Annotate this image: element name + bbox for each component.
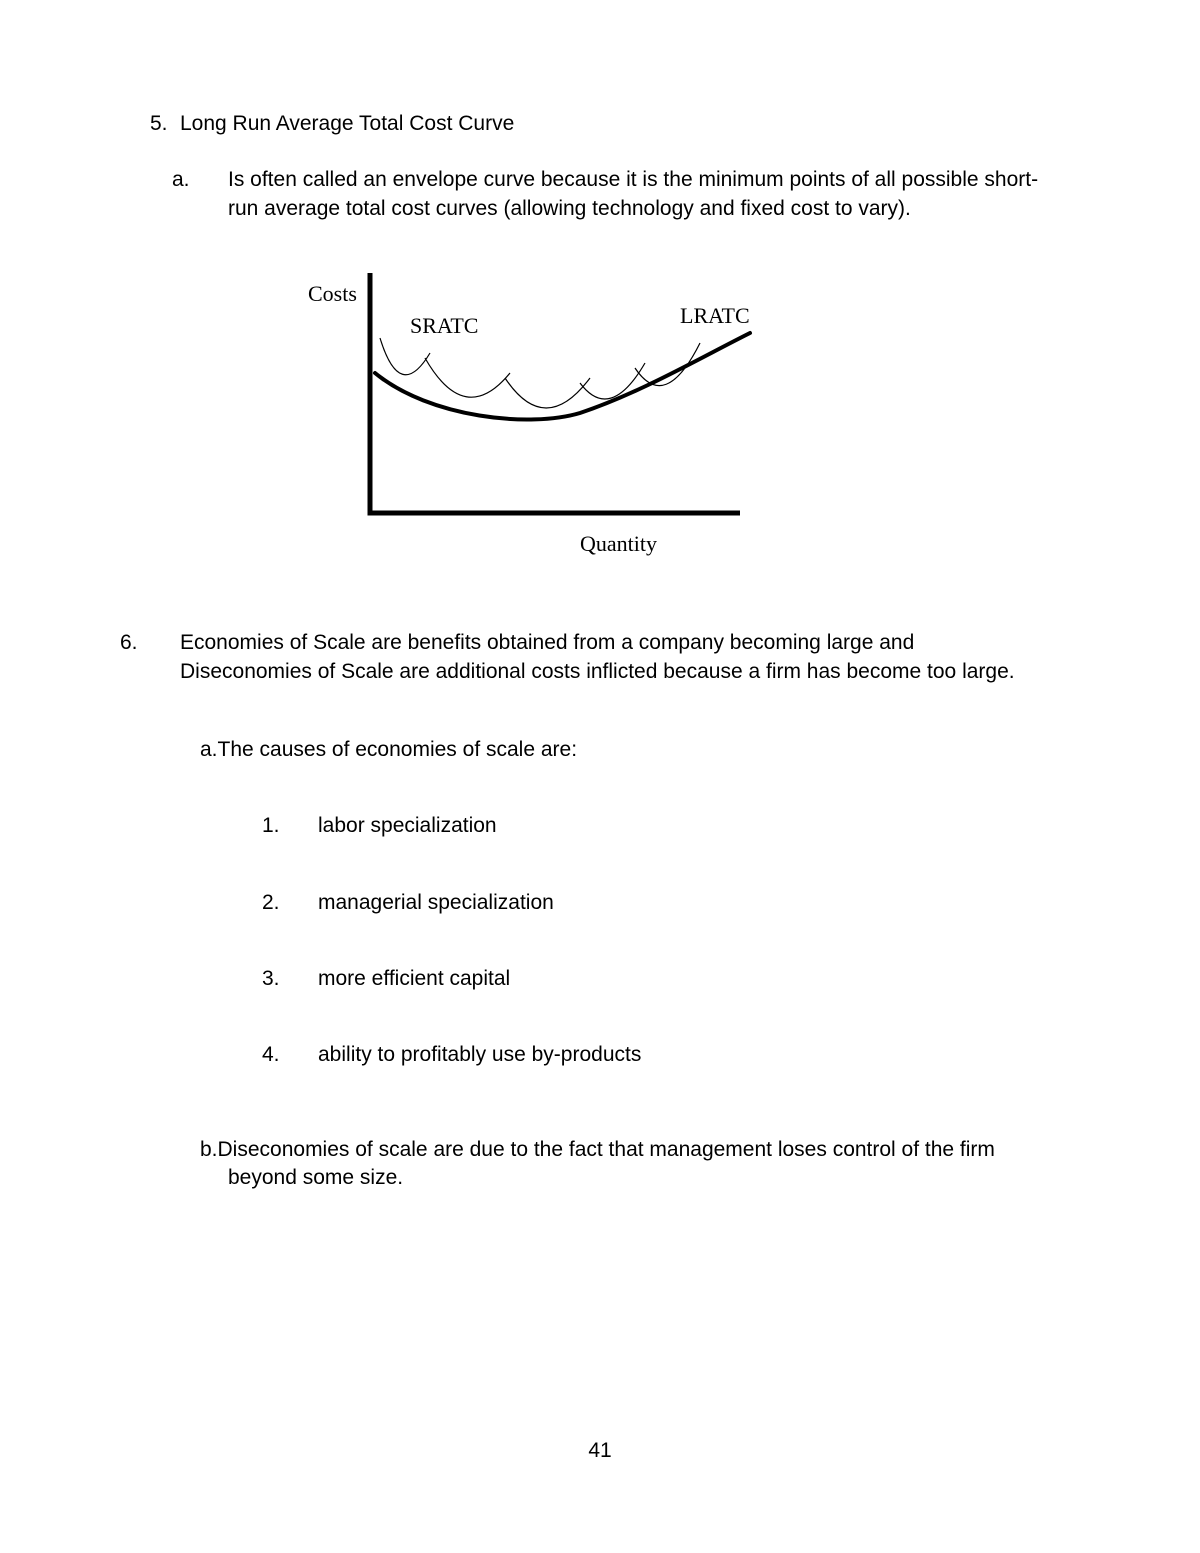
lratc-chart-svg: Costs SRATC LRATC Quantity — [280, 263, 800, 563]
item-6b-text: Diseconomies of scale are due to the fac… — [218, 1138, 995, 1189]
item-6a-text: The causes of economies of scale are: — [218, 738, 578, 761]
item-6b-label: b. — [200, 1138, 218, 1161]
item-6a-point-text: labor specialization — [318, 814, 497, 837]
item-6a-label: a. — [200, 738, 218, 761]
item-6a-point-number: 1. — [290, 812, 318, 840]
item-6a-point: 3.more efficient capital — [150, 965, 1050, 993]
svg-text:Quantity: Quantity — [580, 531, 657, 556]
item-6a-point-number: 4. — [290, 1041, 318, 1069]
item-6a-point-text: more efficient capital — [318, 967, 510, 990]
item-5-title-row: 5.Long Run Average Total Cost Curve — [150, 110, 1050, 138]
item-6a-point-number: 2. — [290, 889, 318, 917]
item-5-sub-a: a.Is often called an envelope curve beca… — [150, 166, 1050, 223]
svg-text:LRATC: LRATC — [680, 303, 750, 328]
item-6a-point: 2.managerial specialization — [150, 889, 1050, 917]
item-5-title: Long Run Average Total Cost Curve — [180, 112, 514, 135]
page-number: 41 — [0, 1439, 1200, 1463]
item-6-sub-b: b.Diseconomies of scale are due to the f… — [150, 1136, 1050, 1193]
svg-text:SRATC: SRATC — [410, 313, 478, 338]
item-6a-point-text: managerial specialization — [318, 891, 554, 914]
list-item-5: 5.Long Run Average Total Cost Curve a.Is… — [150, 110, 1050, 571]
lratc-chart: Costs SRATC LRATC Quantity — [280, 263, 1050, 571]
item-6a-point: 1.labor specialization — [150, 812, 1050, 840]
item-6a-point-number: 3. — [290, 965, 318, 993]
item-6a-point: 4.ability to profitably use by-products — [150, 1041, 1050, 1069]
item-5-number: 5. — [150, 110, 180, 138]
svg-text:Costs: Costs — [308, 281, 357, 306]
item-6-number: 6. — [150, 629, 180, 657]
item-6-sub-a: a.The causes of economies of scale are: — [150, 736, 1050, 764]
item-6a-numbered-list: 1.labor specialization 2.managerial speci… — [150, 812, 1050, 1069]
page: 5.Long Run Average Total Cost Curve a.Is… — [0, 0, 1200, 1553]
item-5a-label: a. — [200, 166, 228, 194]
list-item-6: 6.Economies of Scale are benefits obtain… — [150, 629, 1050, 1192]
item-6a-point-text: ability to profitably use by-products — [318, 1043, 641, 1066]
item-6-body: 6.Economies of Scale are benefits obtain… — [150, 629, 1050, 686]
item-6-text: Economies of Scale are benefits obtained… — [180, 631, 1015, 682]
item-5a-text: Is often called an envelope curve becaus… — [228, 168, 1038, 219]
